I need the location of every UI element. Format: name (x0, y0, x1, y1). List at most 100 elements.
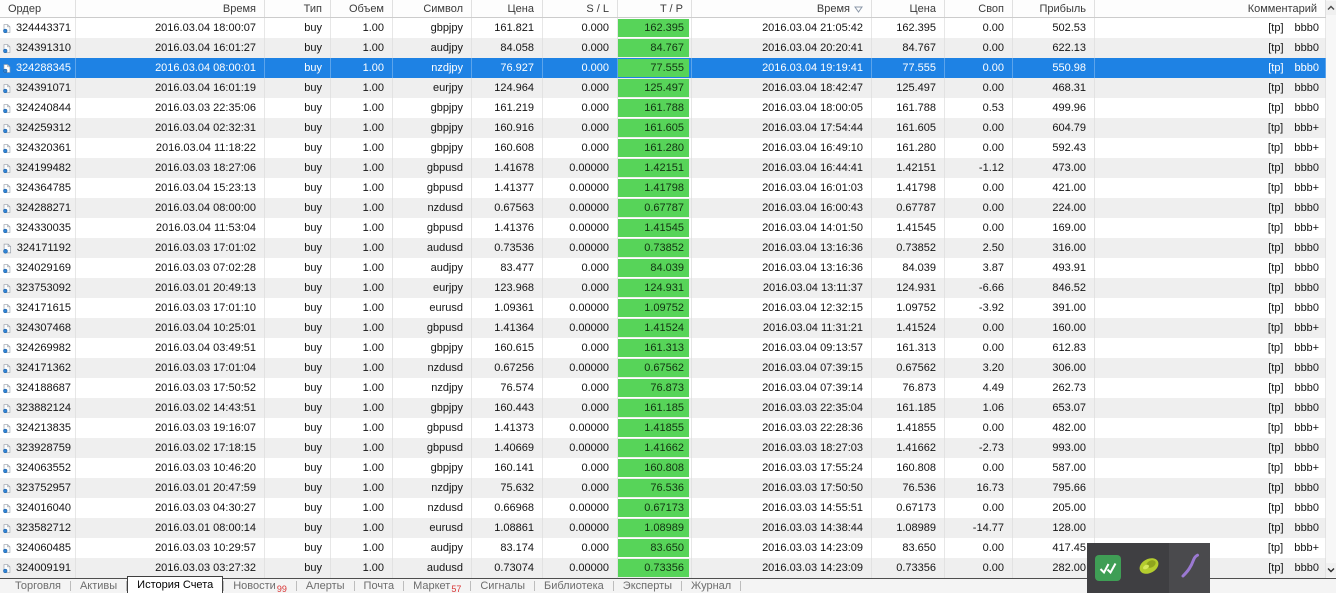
table-row[interactable]: 324330035 2016.03.04 11:53:04 buy 1.00 gbpus… (0, 218, 1326, 238)
cell-order[interactable]: 324259312 (0, 118, 76, 138)
cell-order[interactable]: 324171362 (0, 358, 76, 378)
cell-tp[interactable]: 0.67787 (618, 198, 692, 218)
cell-close_price[interactable]: 1.09752 (872, 298, 945, 318)
cell-order[interactable]: 324171192 (0, 238, 76, 258)
cell-order[interactable]: 324009191 (0, 558, 76, 578)
cell-volume[interactable]: 1.00 (331, 238, 393, 258)
cell-type[interactable]: buy (265, 178, 331, 198)
double-check-button[interactable] (1087, 543, 1128, 593)
cell-comment[interactable]: [tp] bbb0 (1095, 238, 1326, 258)
cell-close_price[interactable]: 162.395 (872, 18, 945, 38)
cell-close_price[interactable]: 125.497 (872, 78, 945, 98)
cell-comment[interactable]: [tp] bbb+ (1095, 218, 1326, 238)
cell-swap[interactable]: 3.20 (945, 358, 1013, 378)
cell-sl[interactable]: 0.00000 (543, 198, 618, 218)
column-header-close_time[interactable]: Время (692, 0, 872, 17)
cell-close_time[interactable]: 2016.03.04 16:44:41 (692, 158, 872, 178)
cell-profit[interactable]: 262.73 (1013, 378, 1095, 398)
cell-open_price[interactable]: 83.477 (472, 258, 543, 278)
cell-open_price[interactable]: 0.73536 (472, 238, 543, 258)
cell-symbol[interactable]: nzdusd (393, 198, 472, 218)
cell-profit[interactable]: 421.00 (1013, 178, 1095, 198)
cell-type[interactable]: buy (265, 218, 331, 238)
cell-sl[interactable]: 0.00000 (543, 518, 618, 538)
cell-close_time[interactable]: 2016.03.03 14:23:09 (692, 558, 872, 578)
cell-tp[interactable]: 1.41855 (618, 418, 692, 438)
table-row[interactable]: 324269982 2016.03.04 03:49:51 buy 1.00 gbpjp… (0, 338, 1326, 358)
cell-sl[interactable]: 0.00000 (543, 218, 618, 238)
cell-comment[interactable]: [tp] bbb0 (1095, 278, 1326, 298)
cell-profit[interactable]: 205.00 (1013, 498, 1095, 518)
cell-volume[interactable]: 1.00 (331, 138, 393, 158)
cell-volume[interactable]: 1.00 (331, 378, 393, 398)
cell-tp[interactable]: 161.313 (618, 338, 692, 358)
cell-order[interactable]: 324443371 (0, 18, 76, 38)
cell-order[interactable]: 324213835 (0, 418, 76, 438)
cell-tp[interactable]: 161.605 (618, 118, 692, 138)
cell-type[interactable]: buy (265, 478, 331, 498)
cell-comment[interactable]: [tp] bbb0 (1095, 558, 1326, 578)
cell-open_price[interactable]: 160.608 (472, 138, 543, 158)
cell-volume[interactable]: 1.00 (331, 498, 393, 518)
cell-sl[interactable]: 0.000 (543, 98, 618, 118)
cell-close_time[interactable]: 2016.03.04 12:32:15 (692, 298, 872, 318)
pen-button[interactable] (1169, 543, 1210, 593)
cell-volume[interactable]: 1.00 (331, 78, 393, 98)
cell-swap[interactable]: 0.00 (945, 318, 1013, 338)
cell-open_time[interactable]: 2016.03.04 16:01:19 (76, 78, 265, 98)
cell-open_time[interactable]: 2016.03.01 20:49:13 (76, 278, 265, 298)
table-row[interactable]: 324443371 2016.03.04 18:00:07 buy 1.00 gbpjp… (0, 18, 1326, 38)
cell-order[interactable]: 324307468 (0, 318, 76, 338)
cell-open_price[interactable]: 84.058 (472, 38, 543, 58)
cell-close_time[interactable]: 2016.03.04 16:00:43 (692, 198, 872, 218)
cell-close_time[interactable]: 2016.03.04 13:16:36 (692, 238, 872, 258)
cell-order[interactable]: 324188687 (0, 378, 76, 398)
table-row[interactable]: 324188687 2016.03.03 17:50:52 buy 1.00 nzdjp… (0, 378, 1326, 398)
cell-profit[interactable]: 128.00 (1013, 518, 1095, 538)
cell-symbol[interactable]: gbpusd (393, 218, 472, 238)
cell-sl[interactable]: 0.000 (543, 378, 618, 398)
cell-swap[interactable]: 0.00 (945, 118, 1013, 138)
cell-type[interactable]: buy (265, 438, 331, 458)
cell-swap[interactable]: -14.77 (945, 518, 1013, 538)
column-header-order[interactable]: Ордер (0, 0, 76, 17)
cell-profit[interactable]: 169.00 (1013, 218, 1095, 238)
cell-comment[interactable]: [tp] bbb0 (1095, 438, 1326, 458)
cell-open_time[interactable]: 2016.03.03 07:02:28 (76, 258, 265, 278)
tab-8[interactable]: Библиотека (535, 579, 613, 593)
cell-open_time[interactable]: 2016.03.03 10:46:20 (76, 458, 265, 478)
cell-close_price[interactable]: 0.67173 (872, 498, 945, 518)
cell-open_price[interactable]: 0.66968 (472, 498, 543, 518)
cell-open_time[interactable]: 2016.03.03 19:16:07 (76, 418, 265, 438)
cell-swap[interactable]: 1.06 (945, 398, 1013, 418)
cell-order[interactable]: 324391310 (0, 38, 76, 58)
cell-order[interactable]: 323753092 (0, 278, 76, 298)
cell-open_price[interactable]: 0.73074 (472, 558, 543, 578)
table-row[interactable]: 324199482 2016.03.03 18:27:06 buy 1.00 gbpus… (0, 158, 1326, 178)
cell-order[interactable]: 324288271 (0, 198, 76, 218)
cell-open_price[interactable]: 161.219 (472, 98, 543, 118)
cell-sl[interactable]: 0.000 (543, 118, 618, 138)
tab-1[interactable]: Активы (71, 579, 126, 593)
cell-sl[interactable]: 0.000 (543, 38, 618, 58)
cell-close_price[interactable]: 1.41545 (872, 218, 945, 238)
cell-close_time[interactable]: 2016.03.03 14:23:09 (692, 538, 872, 558)
cell-close_time[interactable]: 2016.03.04 09:13:57 (692, 338, 872, 358)
cell-symbol[interactable]: eurusd (393, 518, 472, 538)
cell-sl[interactable]: 0.000 (543, 478, 618, 498)
cell-open_time[interactable]: 2016.03.04 18:00:07 (76, 18, 265, 38)
cell-symbol[interactable]: nzdjpy (393, 58, 472, 78)
cell-comment[interactable]: [tp] bbb0 (1095, 258, 1326, 278)
cell-swap[interactable]: -6.66 (945, 278, 1013, 298)
cell-order[interactable]: 323882124 (0, 398, 76, 418)
cell-tp[interactable]: 161.185 (618, 398, 692, 418)
table-row[interactable]: 324060485 2016.03.03 10:29:57 buy 1.00 audjp… (0, 538, 1326, 558)
cell-tp[interactable]: 83.650 (618, 538, 692, 558)
cell-close_time[interactable]: 2016.03.03 17:50:50 (692, 478, 872, 498)
cell-close_price[interactable]: 161.185 (872, 398, 945, 418)
cell-comment[interactable]: [tp] bbb+ (1095, 458, 1326, 478)
cell-close_price[interactable]: 161.605 (872, 118, 945, 138)
cell-symbol[interactable]: eurjpy (393, 278, 472, 298)
cell-open_time[interactable]: 2016.03.04 11:53:04 (76, 218, 265, 238)
cell-volume[interactable]: 1.00 (331, 538, 393, 558)
